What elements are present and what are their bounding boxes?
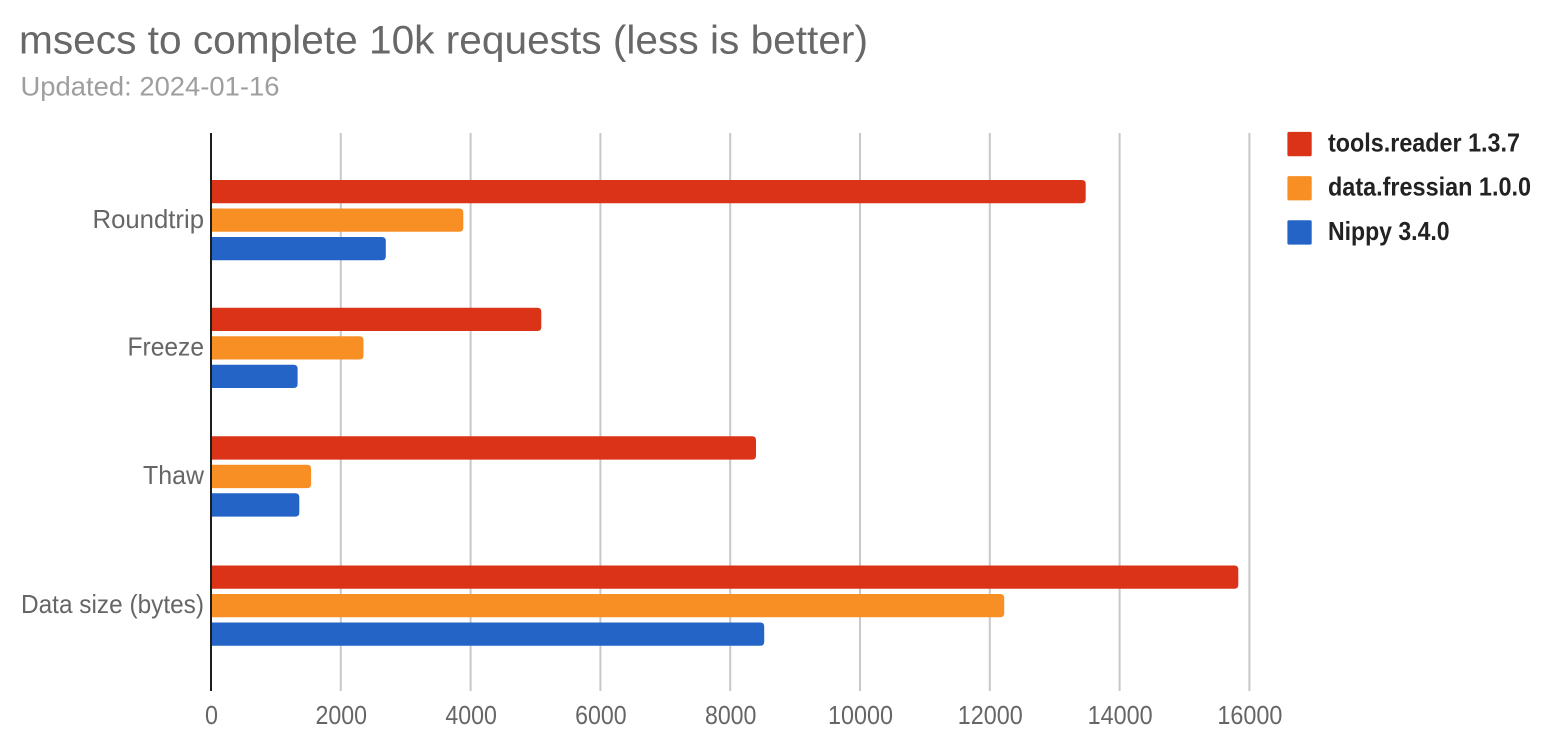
- svg-text:16000: 16000: [1217, 700, 1282, 730]
- svg-text:tools.reader 1.3.7: tools.reader 1.3.7: [1328, 127, 1520, 157]
- svg-text:4000: 4000: [445, 700, 497, 730]
- svg-text:2000: 2000: [316, 700, 368, 730]
- svg-text:8000: 8000: [705, 700, 757, 730]
- svg-text:12000: 12000: [958, 700, 1023, 730]
- svg-text:Updated: 2024-01-16: Updated: 2024-01-16: [21, 71, 280, 101]
- svg-text:Data size (bytes): Data size (bytes): [21, 589, 204, 619]
- svg-text:10000: 10000: [828, 700, 893, 730]
- svg-text:6000: 6000: [575, 700, 627, 730]
- svg-text:Roundtrip: Roundtrip: [93, 204, 205, 234]
- svg-text:Freeze: Freeze: [128, 331, 205, 361]
- svg-text:Thaw: Thaw: [143, 460, 204, 490]
- svg-text:0: 0: [205, 700, 218, 730]
- svg-text:data.fressian 1.0.0: data.fressian 1.0.0: [1328, 172, 1531, 202]
- svg-text:msecs to complete 10k requests: msecs to complete 10k requests (less is …: [19, 19, 868, 63]
- svg-text:Nippy 3.4.0: Nippy 3.4.0: [1328, 216, 1450, 246]
- svg-text:14000: 14000: [1088, 700, 1153, 730]
